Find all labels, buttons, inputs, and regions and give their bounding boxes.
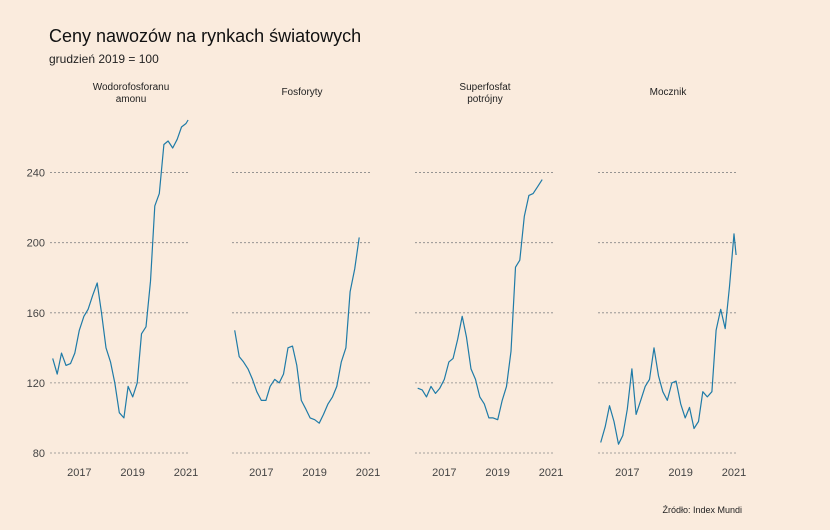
- source-note: Źródło: Index Mundi: [662, 505, 742, 515]
- y-tick-label: 80: [33, 448, 45, 460]
- y-tick-label: 200: [27, 238, 45, 250]
- x-tick-label: 2019: [485, 467, 509, 479]
- y-tick-label: 160: [27, 308, 45, 320]
- x-tick-label: 2021: [539, 467, 563, 479]
- panel-title: Wodorofosforanu amonu: [93, 82, 170, 105]
- series-line: [234, 237, 360, 424]
- x-tick-label: 2019: [120, 467, 144, 479]
- series-line: [52, 119, 189, 419]
- chart-subtitle: grudzień 2019 = 100: [49, 52, 159, 66]
- series-line: [417, 179, 543, 421]
- panel-title: Superfosfat potrójny: [459, 82, 510, 105]
- series-line: [600, 233, 737, 445]
- y-tick-label: 240: [27, 168, 45, 180]
- x-tick-label: 2019: [668, 467, 692, 479]
- x-tick-label: 2017: [67, 467, 91, 479]
- chart-title: Ceny nawozów na rynkach światowych: [49, 26, 362, 46]
- x-tick-label: 2021: [356, 467, 380, 479]
- panel-title: Mocznik: [650, 87, 688, 98]
- y-tick-label: 120: [27, 378, 45, 390]
- x-tick-label: 2019: [302, 467, 326, 479]
- x-tick-label: 2021: [174, 467, 198, 479]
- x-tick-label: 2017: [615, 467, 639, 479]
- x-tick-label: 2017: [249, 467, 273, 479]
- panel-title: Fosforyty: [281, 87, 322, 98]
- x-tick-label: 2021: [722, 467, 746, 479]
- x-tick-label: 2017: [432, 467, 456, 479]
